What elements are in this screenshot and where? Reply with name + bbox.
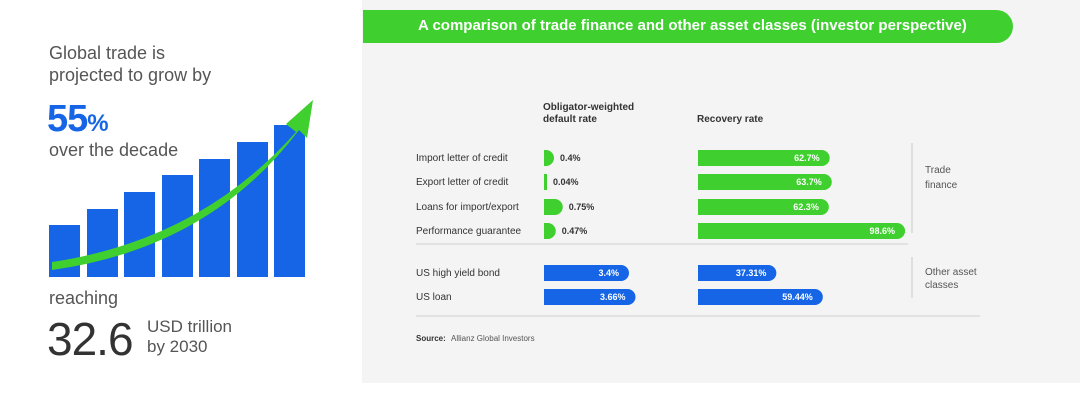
default-rate-bar: [544, 199, 563, 215]
default-rate-label: 3.4%: [598, 268, 619, 278]
row-label: Performance guarantee: [416, 226, 522, 237]
row-label: Import letter of credit: [416, 153, 508, 164]
default-rate-bar: [544, 223, 556, 239]
default-rate-label: 3.66%: [600, 292, 626, 302]
recovery-rate-bar: [698, 265, 777, 281]
growth-bar: [199, 159, 230, 277]
growth-bar: [237, 142, 268, 277]
default-rate-bar: [544, 150, 554, 166]
default-rate-label: 0.4%: [560, 153, 581, 163]
recovery-rate-label: 59.44%: [782, 292, 813, 302]
trade-value: 32.6: [47, 313, 134, 365]
recovery-rate-bar: [698, 223, 906, 239]
column-header-recovery: Recovery rate: [697, 114, 764, 125]
source-label: Source:: [416, 334, 446, 343]
growth-figure: 55%: [47, 98, 109, 140]
group-label-other-assets: Other asset: [925, 267, 977, 278]
row-label: Export letter of credit: [416, 177, 508, 188]
infographic-panel: Global trade is projected to grow by 55%…: [0, 0, 350, 400]
column-header-default-line2: default rate: [543, 114, 597, 125]
column-header-default-line1: Obligator-weighted: [543, 102, 634, 113]
recovery-rate-label: 63.7%: [796, 177, 822, 187]
recovery-rate-bar: [698, 289, 823, 305]
comparison-panel: [362, 0, 1080, 383]
recovery-rate-label: 62.3%: [793, 202, 819, 212]
recovery-rate-label: 62.7%: [794, 153, 820, 163]
chart-title: A comparison of trade finance and other …: [418, 17, 967, 34]
group-label-trade-finance: Trade: [925, 165, 951, 176]
default-rate-label: 0.47%: [562, 226, 588, 236]
recovery-rate-label: 37.31%: [736, 268, 767, 278]
title-banner: [363, 10, 1013, 43]
growth-bar: [87, 209, 118, 277]
headline-text: Global trade is projected to grow by: [49, 43, 212, 85]
source-text: Allianz Global Investors: [451, 334, 535, 343]
recovery-rate-bar: [698, 199, 829, 215]
default-rate-label: 0.75%: [569, 202, 595, 212]
recovery-rate-label: 98.6%: [870, 226, 896, 236]
growth-bar: [124, 192, 155, 277]
recovery-rate-bar: [698, 150, 830, 166]
trade-value-unit: USD trillion by 2030: [147, 317, 233, 356]
growth-bars-illustration: [49, 100, 313, 277]
reaching-label: reaching: [49, 288, 119, 308]
row-label: US high yield bond: [416, 268, 500, 279]
group-label-other-assets: classes: [925, 280, 958, 291]
growth-period: over the decade: [49, 140, 179, 160]
row-label: US loan: [416, 292, 452, 303]
default-rate-label: 0.04%: [553, 177, 579, 187]
group-label-trade-finance: finance: [925, 180, 958, 191]
row-label: Loans for import/export: [416, 202, 519, 213]
default-rate-bar: [544, 174, 547, 190]
recovery-rate-bar: [698, 174, 832, 190]
default-rate-bar: [544, 265, 629, 281]
default-rate-bar: [544, 289, 636, 305]
